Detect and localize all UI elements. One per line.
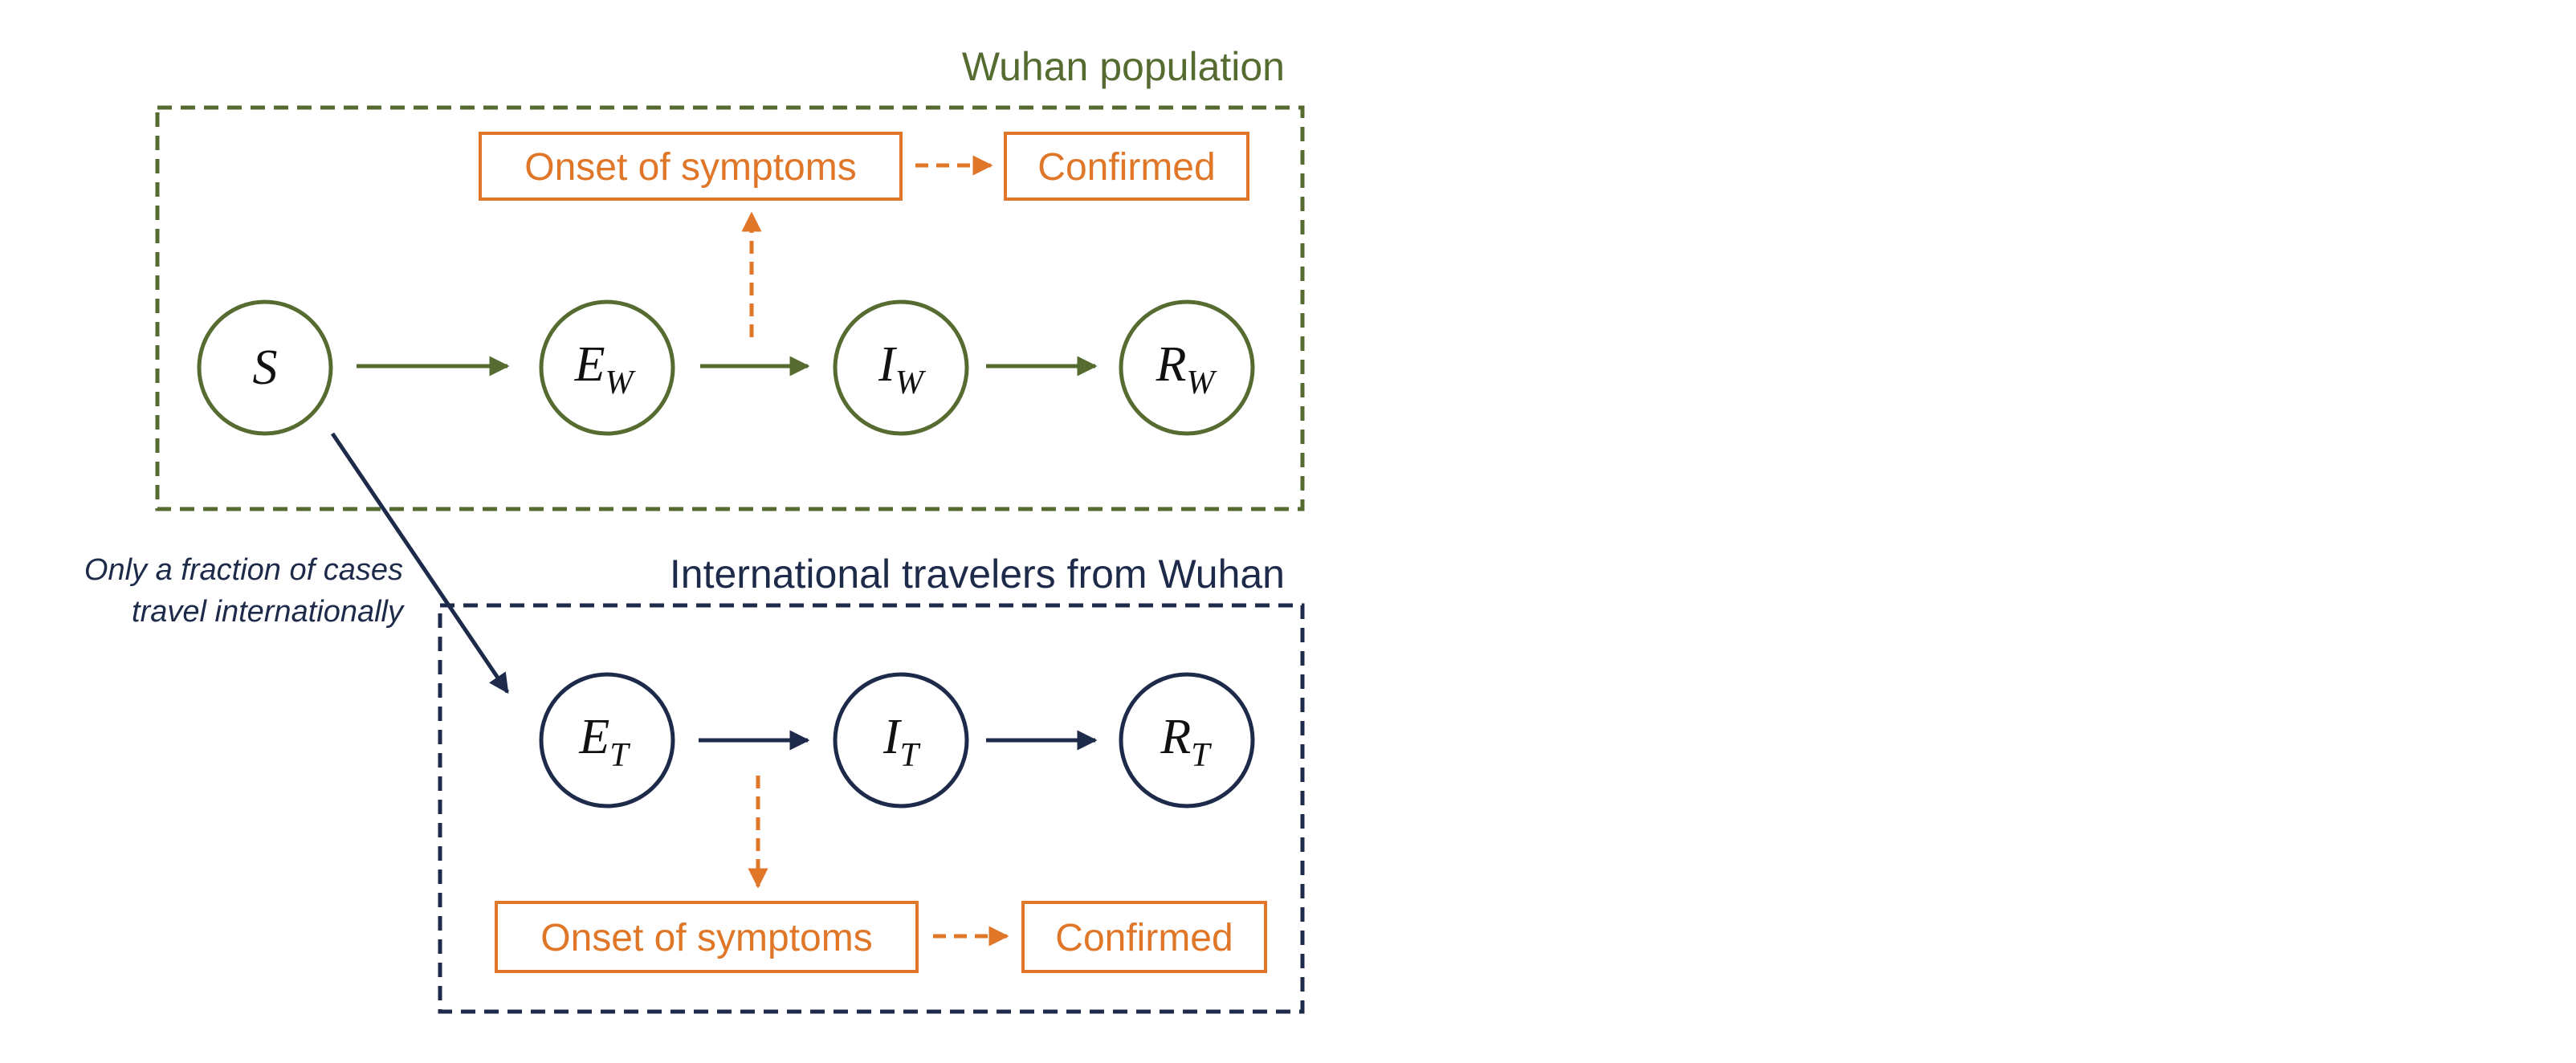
wuhan-group-border [155, 105, 1305, 511]
travel-note: Only a fraction of cases travel internat… [84, 553, 405, 629]
svg-text:IW: IW [878, 337, 927, 401]
travelers-group-title: International travelers from Wuhan [670, 552, 1285, 597]
wuhan-onset-label: Onset of symptoms [524, 146, 856, 189]
traveler-confirmed-label: Confirmed [1055, 917, 1233, 959]
svg-text:IT: IT [882, 710, 921, 774]
node-removed-traveler-label: R [1160, 710, 1191, 764]
svg-text:RW: RW [1156, 337, 1218, 401]
traveler-confirmed-box [1021, 901, 1267, 973]
node-exposed-traveler-subscript: T [609, 737, 630, 774]
node-infectious-wuhan-subscript: W [895, 365, 927, 401]
svg-text:ET: ET [578, 710, 630, 774]
traveler-onset-box [495, 901, 919, 973]
node-removed-wuhan-label: R [1156, 337, 1187, 392]
node-removed-wuhan: RW [1119, 299, 1255, 436]
node-infectious-traveler-subscript: T [900, 737, 921, 774]
node-infectious-wuhan: IW [833, 299, 969, 436]
wuhan-onset-box [479, 132, 903, 201]
node-exposed-wuhan: EW [539, 299, 675, 436]
svg-text:EW: EW [574, 337, 637, 401]
wuhan-confirmed-label: Confirmed [1037, 146, 1215, 189]
node-removed-traveler: RT [1119, 672, 1255, 808]
node-infectious-wuhan-label: I [878, 337, 898, 392]
traveler-onset-label: Onset of symptoms [540, 917, 872, 959]
node-susceptible: S [197, 299, 333, 436]
wuhan-population-group: Wuhan population Onset of symptoms Confi… [155, 44, 1305, 511]
node-removed-wuhan-subscript: W [1186, 365, 1217, 401]
wuhan-group-title: Wuhan population [962, 44, 1285, 89]
node-infectious-traveler-label: I [882, 710, 903, 764]
wuhan-confirmed-box [1004, 132, 1249, 201]
node-infectious-traveler: IT [833, 672, 969, 808]
arrow-s-to-et [330, 432, 510, 694]
node-exposed-wuhan-label: E [574, 337, 605, 392]
node-removed-traveler-subscript: T [1191, 737, 1212, 774]
node-exposed-wuhan-subscript: W [605, 365, 636, 401]
travelers-group-border [438, 603, 1305, 1014]
node-exposed-traveler-label: E [578, 710, 609, 764]
node-exposed-traveler: ET [539, 672, 675, 808]
travel-note-line1: Only a fraction of cases [84, 553, 403, 587]
svg-text:S: S [253, 340, 278, 395]
travel-note-line2: travel internationally [132, 595, 405, 629]
travelers-group: International travelers from Wuhan ET IT… [438, 552, 1305, 1014]
svg-text:RT: RT [1160, 710, 1212, 774]
node-susceptible-label: S [253, 340, 278, 395]
